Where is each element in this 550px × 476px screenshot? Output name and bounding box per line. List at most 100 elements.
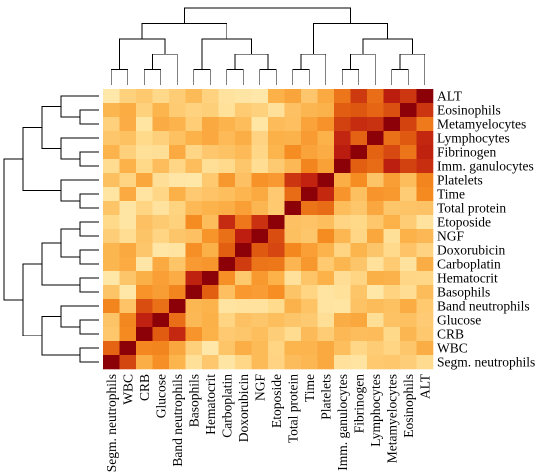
heatmap-cell [284, 243, 302, 258]
heatmap-cell [367, 285, 384, 300]
heatmap-cell [152, 103, 170, 118]
heatmap-cell [103, 215, 120, 230]
heatmap-cell [284, 355, 302, 370]
row-label: Eosinophils [437, 103, 501, 118]
heatmap-cell [185, 257, 203, 272]
heatmap-cell [284, 257, 302, 272]
column-label: Time [302, 374, 317, 402]
heatmap-cell [400, 187, 417, 202]
row-label: NGF [437, 229, 464, 244]
heatmap-cell [268, 257, 285, 272]
heatmap-cell [284, 117, 302, 132]
heatmap-cell [218, 173, 236, 188]
heatmap-cell [317, 159, 335, 174]
heatmap-cell [119, 201, 137, 216]
heatmap-cell [268, 271, 285, 286]
row-label: CRB [437, 327, 464, 342]
heatmap-cell [400, 117, 417, 132]
heatmap-cell [383, 229, 401, 244]
heatmap-cell [317, 271, 335, 286]
heatmap-cell [334, 201, 351, 216]
heatmap-cell [103, 313, 120, 328]
heatmap-cell [202, 215, 219, 230]
heatmap-cell [367, 89, 384, 104]
heatmap-cell [317, 299, 335, 314]
heatmap-cell [400, 159, 417, 174]
dendrogram-branch [259, 69, 277, 85]
heatmap-cell [202, 131, 219, 146]
heatmap-cell [334, 131, 351, 146]
heatmap-cell [383, 145, 401, 160]
heatmap-cell [202, 173, 219, 188]
heatmap-cell [202, 257, 219, 272]
heatmap-cell [268, 201, 285, 216]
heatmap-cell [119, 257, 137, 272]
heatmap-cell [185, 131, 203, 146]
heatmap-cell [235, 355, 252, 370]
heatmap-cell [169, 187, 186, 202]
heatmap-cell [416, 271, 434, 286]
heatmap-cell [367, 313, 384, 328]
heatmap-cell [251, 89, 269, 104]
heatmap-cell [350, 313, 368, 328]
heatmap-cell [185, 201, 203, 216]
heatmap-cell [251, 355, 269, 370]
heatmap-cell [367, 327, 384, 342]
heatmap-cell [202, 103, 219, 118]
heatmap-cell [301, 285, 318, 300]
heatmap-cell [301, 215, 318, 230]
heatmap-cell [268, 117, 285, 132]
heatmap-cell [185, 313, 203, 328]
heatmap-cell [136, 271, 153, 286]
heatmap-cell [416, 355, 434, 370]
dendrogram-branch [79, 151, 99, 167]
heatmap-cell [235, 89, 252, 104]
row-label: Lymphocytes [437, 131, 510, 146]
heatmap-cell [317, 89, 335, 104]
heatmap-cell [202, 243, 219, 258]
heatmap-cell [383, 341, 401, 356]
heatmap-cell [152, 201, 170, 216]
heatmap-cell [218, 103, 236, 118]
row-label: Imm. ganulocytes [437, 159, 534, 174]
heatmap-cell [251, 215, 269, 230]
heatmap-cell [416, 173, 434, 188]
row-labels: ALTEosinophilsMetamyelocytesLymphocytesF… [437, 89, 535, 370]
heatmap-cell [152, 355, 170, 370]
heatmap-cell [119, 341, 137, 356]
heatmap-cell [268, 299, 285, 314]
heatmap-cell [334, 355, 351, 370]
heatmap-cell [416, 327, 434, 342]
row-label: Metamyelocytes [437, 117, 526, 132]
heatmap-cell [367, 299, 384, 314]
heatmap-cell [235, 187, 252, 202]
heatmap-cell [202, 299, 219, 314]
heatmap-cell [251, 299, 269, 314]
column-label: Doxorubicin [236, 374, 251, 442]
heatmap-cell [334, 299, 351, 314]
heatmap-cell [235, 229, 252, 244]
heatmap-cell [268, 355, 285, 370]
heatmap-cell [367, 145, 384, 160]
heatmap-cell [416, 299, 434, 314]
row-label: Total protein [437, 201, 506, 216]
row-label: Hematocrit [437, 271, 498, 286]
heatmap-cell [367, 173, 384, 188]
heatmap-cell [152, 159, 170, 174]
dendrogram-branch [391, 69, 409, 85]
column-label: ALT [417, 373, 432, 399]
heatmap-cell [416, 103, 434, 118]
heatmap-cell [185, 103, 203, 118]
dendrogram-branch [141, 22, 228, 39]
heatmap-cell [169, 201, 186, 216]
heatmap-cell [334, 257, 351, 272]
column-label: Etoposide [269, 374, 284, 428]
dendrogram-branch [226, 69, 244, 85]
heatmap-cell [136, 145, 153, 160]
heatmap-cell [103, 243, 120, 258]
heatmap-cell [334, 229, 351, 244]
column-label: Band neutrophils [170, 374, 185, 467]
heatmap-cell [152, 299, 170, 314]
heatmap-cell [334, 89, 351, 104]
column-label: Segm. neutrophils [104, 374, 119, 472]
